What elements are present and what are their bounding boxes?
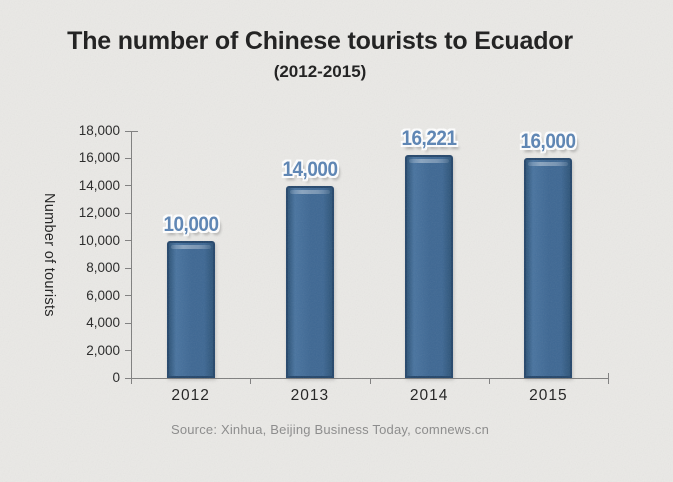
bar-2014 bbox=[405, 155, 454, 378]
bar-value-label: 16,000 bbox=[520, 130, 577, 154]
y-tick-label: 0 bbox=[112, 370, 120, 385]
x-axis-end-tick bbox=[608, 373, 609, 378]
x-axis-tick bbox=[369, 379, 371, 384]
y-axis-top-tick bbox=[132, 130, 138, 132]
x-axis-tick bbox=[131, 379, 132, 384]
bar-2013 bbox=[285, 185, 334, 378]
y-tick-label: 12,000 bbox=[78, 205, 120, 221]
x-category-label: 2014 bbox=[409, 387, 449, 404]
y-tick-label: 18,000 bbox=[78, 123, 120, 138]
chart-header: The number of Chinese tourists to Ecuado… bbox=[0, 27, 640, 82]
y-axis-title: Number of tourists bbox=[41, 192, 57, 317]
x-axis-tick bbox=[488, 379, 490, 384]
chart-title: The number of Chinese tourists to Ecuado… bbox=[67, 27, 573, 55]
x-category-label: 2013 bbox=[290, 387, 330, 404]
y-tick-label: 8,000 bbox=[86, 260, 120, 276]
bar-2012 bbox=[166, 240, 215, 378]
x-axis-tick bbox=[608, 379, 609, 384]
bar-2015 bbox=[524, 158, 573, 378]
x-category-label: 2015 bbox=[529, 387, 568, 404]
y-tick-label: 6,000 bbox=[86, 287, 120, 303]
x-axis-tick bbox=[250, 379, 252, 384]
bar-value-label: 14,000 bbox=[282, 157, 338, 181]
y-tick-label: 10,000 bbox=[78, 232, 120, 248]
y-tick-label: 4,000 bbox=[86, 315, 120, 331]
y-tick-label: 16,000 bbox=[78, 150, 120, 166]
chart-subtitle: (2012-2015) bbox=[273, 61, 367, 81]
y-tick-label: 14,000 bbox=[78, 177, 120, 193]
y-axis-line bbox=[131, 131, 132, 378]
bar-value-label: 10,000 bbox=[163, 212, 219, 236]
x-category-label: 2012 bbox=[171, 387, 210, 404]
y-tick-label: 2,000 bbox=[86, 342, 120, 358]
bar-value-label: 16,221 bbox=[401, 127, 458, 151]
